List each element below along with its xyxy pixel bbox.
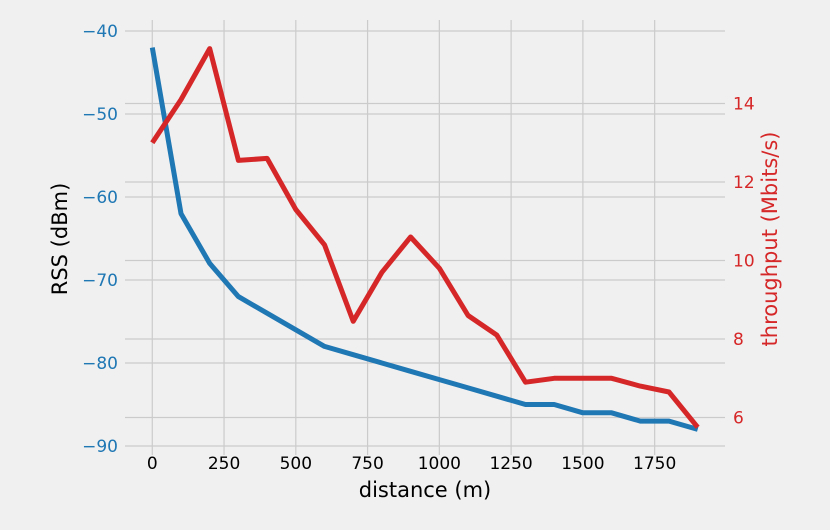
x-tick-label: 1750 — [633, 454, 676, 474]
right-y-tick-label: 6 — [733, 409, 744, 429]
x-tick-label: 750 — [351, 454, 383, 474]
left-y-tick-label: −60 — [82, 188, 118, 208]
right-y-tick-label: 8 — [733, 330, 744, 350]
left-y-tick-label: −90 — [82, 437, 118, 457]
left-y-tick-label: −70 — [82, 271, 118, 291]
right-y-axis-label: throughput (Mbits/s) — [758, 132, 782, 347]
tick-labels: 0 250 500 750 1000 1250 1500 1750 −40 −50 −60 −70 −8… — [82, 22, 755, 474]
throughput-line — [150, 46, 700, 429]
x-tick-label: 1250 — [489, 454, 532, 474]
x-axis-label: distance (m) — [359, 478, 492, 502]
left-y-tick-label: −50 — [82, 105, 118, 125]
rss-line — [149, 47, 699, 432]
right-y-tick-label: 14 — [733, 95, 755, 115]
x-tick-label: 1500 — [561, 454, 604, 474]
right-y-tick-label: 10 — [733, 252, 755, 272]
x-tick-label: 1000 — [418, 454, 461, 474]
right-y-tick-label: 12 — [733, 173, 755, 193]
x-tick-label: 500 — [280, 454, 312, 474]
left-y-tick-label: −40 — [82, 22, 118, 42]
x-tick-label: 250 — [208, 454, 240, 474]
left-y-tick-label: −80 — [82, 354, 118, 374]
series-layer — [149, 46, 700, 432]
x-tick-label: 0 — [147, 454, 158, 474]
left-y-axis-label: RSS (dBm) — [48, 183, 72, 296]
